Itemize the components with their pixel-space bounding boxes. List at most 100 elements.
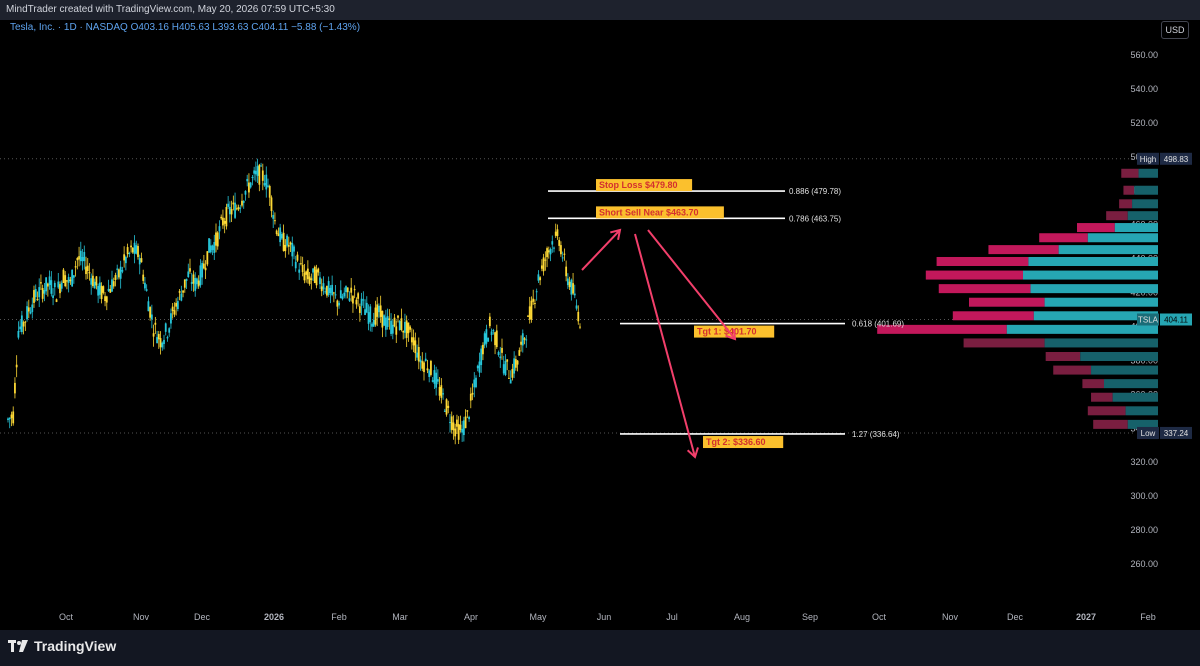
candle-body (166, 337, 169, 339)
candle-body (53, 282, 56, 288)
candle-body (575, 305, 578, 309)
candle-body (38, 287, 41, 298)
candle-body (130, 245, 132, 248)
candle-body (111, 279, 113, 292)
candle-body (66, 280, 68, 282)
candle-body (268, 185, 271, 198)
candle-body (423, 362, 425, 373)
candle-body (121, 270, 124, 272)
volume-profile-bar-down (1093, 419, 1128, 429)
volume-profile-bar-up (1127, 211, 1158, 221)
candle-body (164, 323, 167, 332)
candle-body (539, 277, 542, 281)
candle-body (358, 306, 361, 313)
y-tick-label: 520.00 (1130, 118, 1158, 128)
candle-body (424, 358, 427, 362)
candle-body (178, 291, 181, 293)
candle-body (135, 245, 138, 254)
volume-profile-bar-up (1091, 365, 1158, 375)
candle-body (137, 246, 139, 258)
arrow-to-target-1-head (725, 328, 737, 341)
candle-body (426, 368, 429, 371)
volume-profile-bar-down (1082, 379, 1104, 389)
candle-body (27, 307, 30, 312)
candle-body (442, 393, 444, 395)
candle-body (312, 268, 314, 273)
candle-body (280, 234, 283, 239)
candle-body (341, 296, 344, 299)
candle-body (182, 290, 184, 293)
annotation-text-short-sell: Short Sell Near $463.70 (599, 207, 699, 217)
volume-profile-bar-up (1044, 297, 1158, 307)
trade-annotations: Stop Loss $479.80 Short Sell Near $463.70… (596, 179, 784, 449)
candle-body (92, 275, 94, 287)
candle-body (556, 229, 559, 237)
candle-body (476, 365, 479, 369)
currency-button[interactable]: USD (1161, 21, 1189, 39)
candle-body (384, 317, 387, 330)
candle-body (126, 247, 129, 255)
attribution-text: MindTrader created with TradingView.com,… (6, 4, 335, 15)
candle-body (284, 244, 287, 252)
candle-body (421, 361, 424, 369)
candle-body (553, 247, 555, 249)
candle-body (369, 306, 372, 323)
volume-profile-bar-up (1134, 185, 1158, 195)
candle-body (443, 410, 446, 412)
trade-arrows (581, 228, 737, 459)
candle-body (374, 307, 377, 325)
candle-body (495, 330, 498, 348)
volume-profile-bar-up (1127, 419, 1158, 429)
candle-body (223, 221, 226, 224)
candle-body (542, 257, 545, 272)
candle-body (41, 288, 44, 299)
candle-body (570, 279, 573, 295)
candle-body (50, 280, 53, 294)
candle-body (405, 320, 408, 338)
x-tick-label: Oct (872, 612, 887, 622)
candle-body (338, 302, 340, 306)
candle-body (234, 202, 236, 218)
candle-body (475, 377, 477, 388)
candle-body (241, 200, 243, 206)
y-axis: 260.00280.00300.00320.00340.00360.00380.… (1130, 50, 1158, 569)
candle-body (190, 282, 193, 284)
candle-body (480, 348, 483, 366)
candle-body (76, 258, 79, 261)
candle-body (516, 360, 519, 365)
candle-body (296, 254, 299, 261)
candle-body (88, 272, 91, 274)
candle-body (551, 241, 554, 245)
volume-profile-bar-down (1091, 392, 1113, 402)
candle-body (537, 274, 540, 281)
volume-profile-bar-up (1104, 379, 1158, 389)
price-tags: High 498.83 Low 337.24 TSLA 404.11 (1137, 152, 1192, 439)
candle-body (388, 318, 391, 320)
candle-body (527, 315, 529, 317)
x-tick-label: Nov (133, 612, 150, 622)
last-price-tag-value-bg (1160, 313, 1192, 326)
candle-body (303, 272, 306, 281)
tradingview-brand[interactable]: TradingView (8, 638, 116, 654)
volume-profile-bar-down (1039, 233, 1088, 243)
candle-body (568, 281, 571, 288)
candle-body (291, 243, 294, 257)
candle-body (282, 232, 285, 251)
y-tick-label: 280.00 (1130, 525, 1158, 535)
price-chart[interactable]: 260.00280.00300.00320.00340.00360.00380.… (0, 0, 1200, 630)
last-price-tag-value: 404.11 (1164, 315, 1188, 324)
candle-body (209, 245, 212, 253)
candle-body (20, 315, 23, 333)
candle-body (471, 392, 474, 395)
candle-body (554, 231, 557, 236)
candle-body (29, 311, 32, 314)
low-price-tag-value: 337.24 (1164, 429, 1189, 438)
candle-body (17, 330, 20, 338)
candle-body (258, 164, 261, 185)
candle-body (450, 416, 453, 430)
volume-profile-bar-down (969, 297, 1045, 307)
candle-body (45, 277, 48, 292)
candle-body (201, 263, 204, 278)
candle-body (485, 329, 488, 344)
candle-body (79, 250, 82, 262)
